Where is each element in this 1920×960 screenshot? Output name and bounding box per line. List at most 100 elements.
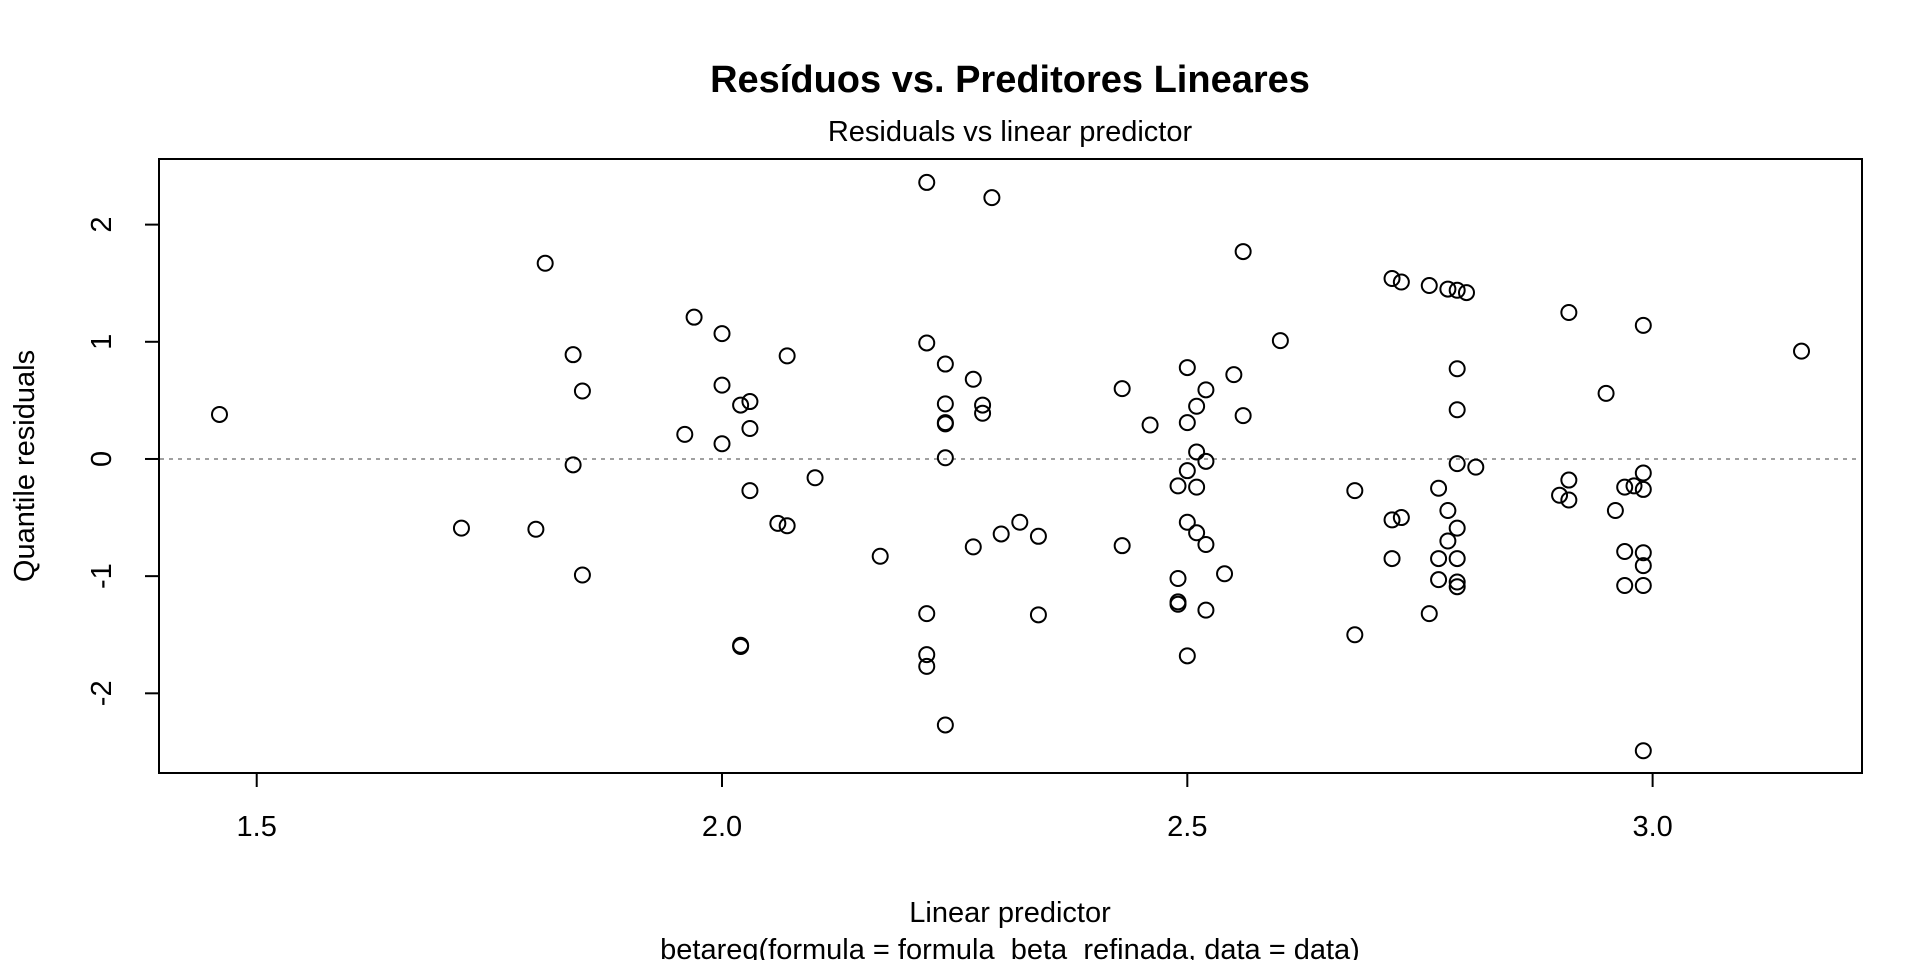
data-point xyxy=(1448,578,1466,596)
data-point xyxy=(1169,569,1187,587)
data-point xyxy=(936,355,954,373)
data-point xyxy=(1634,480,1652,498)
data-point xyxy=(1448,360,1466,378)
data-point xyxy=(1448,455,1466,473)
data-point xyxy=(1197,452,1215,470)
x-tick-label: 2.0 xyxy=(702,811,742,843)
data-point xyxy=(1188,524,1206,542)
data-point xyxy=(936,716,954,734)
y-tick-label: 1 xyxy=(86,334,118,350)
y-tick-label: 0 xyxy=(86,451,118,467)
x-axis-label: Linear predictor xyxy=(909,897,1111,929)
data-point xyxy=(1216,565,1234,583)
data-points xyxy=(210,173,1811,760)
data-point xyxy=(1178,513,1196,531)
data-point xyxy=(1197,536,1215,554)
data-point xyxy=(778,517,796,535)
data-point xyxy=(1234,407,1252,425)
data-point xyxy=(741,420,759,438)
data-point xyxy=(1392,509,1410,527)
data-point xyxy=(964,370,982,388)
data-point xyxy=(936,395,954,413)
y-tick-label: -1 xyxy=(86,563,118,589)
data-point xyxy=(732,637,750,655)
data-point xyxy=(1439,532,1457,550)
data-point xyxy=(1467,458,1485,476)
data-point xyxy=(564,456,582,474)
data-point xyxy=(1793,342,1811,360)
data-point xyxy=(778,347,796,365)
data-point xyxy=(1188,478,1206,496)
data-point xyxy=(1634,557,1652,575)
x-axis: 1.5 2.0 2.5 3.0 xyxy=(237,773,1673,843)
data-point xyxy=(1188,443,1206,461)
data-point xyxy=(1606,502,1624,520)
data-point xyxy=(974,404,992,422)
data-point xyxy=(1197,601,1215,619)
data-point xyxy=(1271,332,1289,350)
data-point xyxy=(1383,270,1401,288)
data-point xyxy=(1430,479,1448,497)
data-point xyxy=(974,396,992,414)
data-point xyxy=(713,325,731,343)
data-point xyxy=(210,405,228,423)
data-point xyxy=(918,646,936,664)
data-point xyxy=(685,308,703,326)
data-point xyxy=(1178,462,1196,480)
data-point xyxy=(1029,527,1047,545)
plot-frame xyxy=(158,158,1863,774)
data-point xyxy=(918,173,936,191)
data-point xyxy=(732,396,750,414)
y-tick-label: -2 xyxy=(86,680,118,706)
chart-subtitle: Residuals vs linear predictor xyxy=(828,116,1193,148)
data-point xyxy=(1448,550,1466,568)
data-point xyxy=(1551,486,1569,504)
data-point xyxy=(1383,550,1401,568)
data-point xyxy=(936,449,954,467)
data-point xyxy=(1420,605,1438,623)
model-call-label: betareg(formula = formula_beta_refinada,… xyxy=(660,934,1360,960)
data-point xyxy=(1560,471,1578,489)
data-point xyxy=(1178,414,1196,432)
data-point xyxy=(1392,273,1410,291)
y-axis-label: Quantile residuals xyxy=(9,350,41,582)
x-tick-label: 3.0 xyxy=(1632,811,1672,843)
chart-title: Resíduos vs. Preditores Lineares xyxy=(710,59,1310,101)
data-point xyxy=(1430,571,1448,589)
data-point xyxy=(1439,280,1457,298)
y-axis: -2 -1 0 1 2 xyxy=(86,217,159,706)
x-tick-label: 2.5 xyxy=(1167,811,1207,843)
data-point xyxy=(676,425,694,443)
data-point xyxy=(1634,577,1652,595)
data-point xyxy=(918,605,936,623)
data-point xyxy=(1234,243,1252,261)
data-point xyxy=(713,376,731,394)
data-point xyxy=(1597,384,1615,402)
data-point xyxy=(964,538,982,556)
data-point xyxy=(1634,544,1652,562)
data-point xyxy=(1457,284,1475,302)
data-point xyxy=(918,334,936,352)
data-point xyxy=(1616,543,1634,561)
data-point xyxy=(1011,513,1029,531)
data-point xyxy=(452,519,470,537)
data-point xyxy=(1430,550,1448,568)
x-tick-label: 1.5 xyxy=(237,811,277,843)
data-point xyxy=(1634,742,1652,760)
data-point xyxy=(573,382,591,400)
data-point xyxy=(1113,380,1131,398)
data-point xyxy=(871,547,889,565)
data-point xyxy=(1420,277,1438,295)
data-point xyxy=(918,657,936,675)
data-point xyxy=(741,482,759,500)
data-point xyxy=(1029,606,1047,624)
data-point xyxy=(1188,397,1206,415)
data-point xyxy=(1560,304,1578,321)
data-point xyxy=(1616,577,1634,595)
data-point xyxy=(1560,491,1578,509)
data-point xyxy=(1448,401,1466,419)
data-point xyxy=(713,435,731,453)
y-tick-label: 2 xyxy=(86,217,118,233)
data-point xyxy=(1634,316,1652,334)
